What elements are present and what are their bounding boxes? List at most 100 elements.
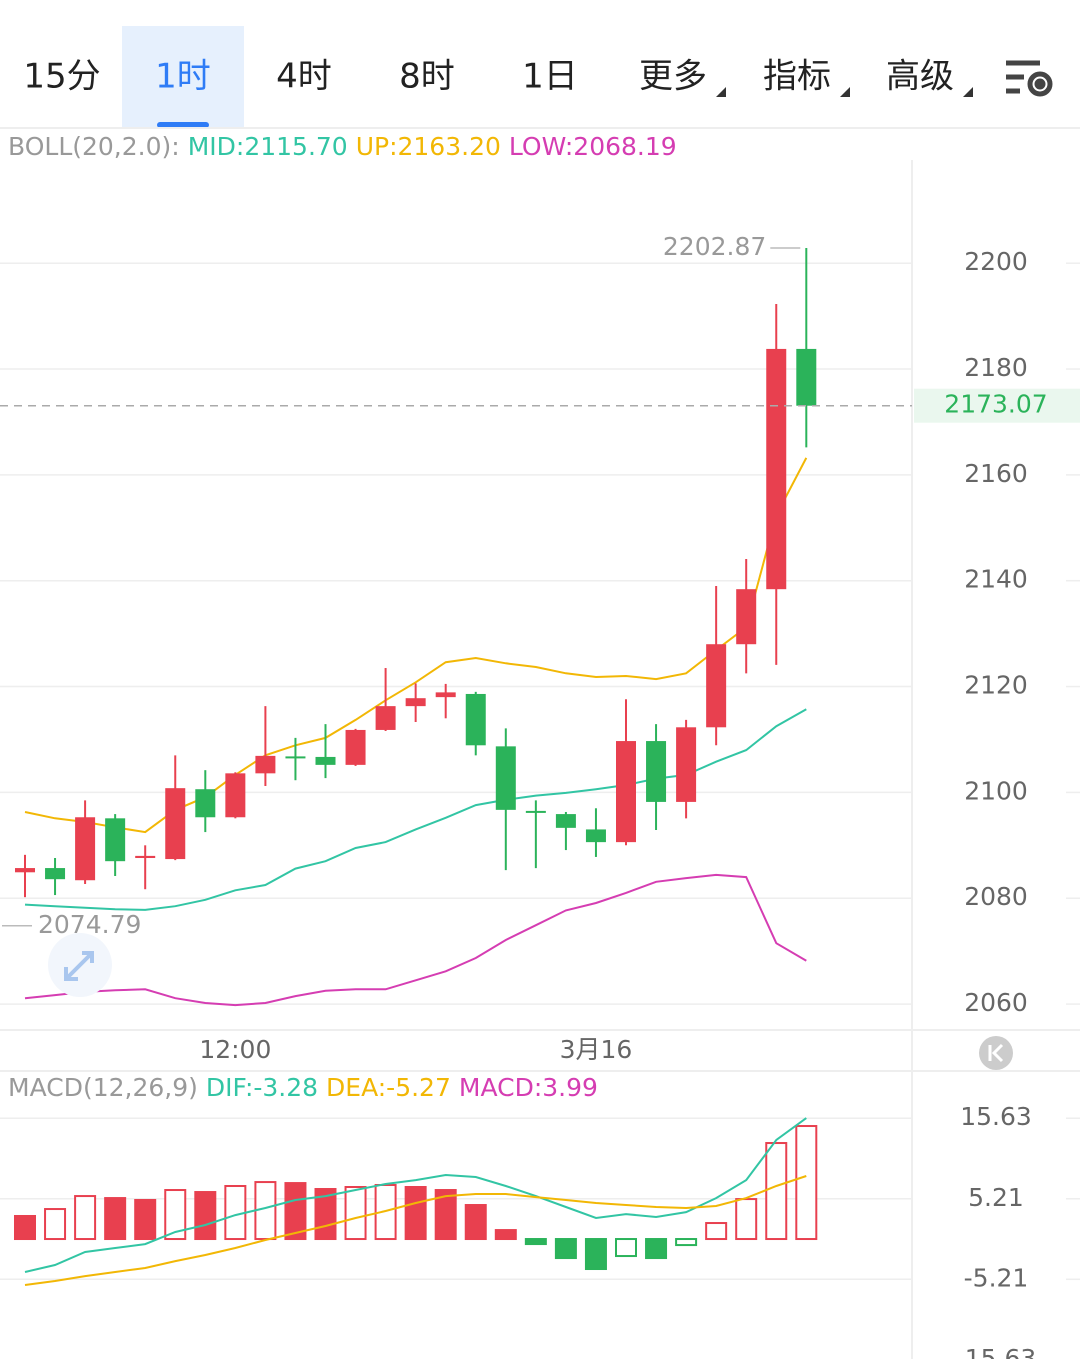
macd-bar <box>134 1198 157 1241</box>
boll-legend: BOLL(20,2.0): MID:2115.70 UP:2163.20 LOW:20… <box>8 132 677 161</box>
macd-bar <box>554 1238 577 1260</box>
candle-body <box>285 756 306 759</box>
legend-entry: DIF:-3.28 <box>206 1073 318 1102</box>
candle-body <box>525 810 546 813</box>
candle-body <box>345 729 366 765</box>
y-tick-label: 2140 <box>964 565 1028 594</box>
last-price-label: 2173.07 <box>944 390 1047 419</box>
boll-line <box>24 873 807 1007</box>
x-tick-label: 12:00 <box>199 1035 271 1064</box>
tab[interactable]: 高级 <box>886 57 954 97</box>
candle-body <box>465 693 486 746</box>
candle-body <box>585 829 606 843</box>
macd-bar <box>645 1238 668 1260</box>
candle-body <box>195 789 216 818</box>
legend-title: BOLL(20,2.0): <box>8 132 180 161</box>
macd-legend: MACD(12,26,9) DIF:-3.28 DEA:-5.27 MACD:3.99 <box>8 1073 598 1102</box>
dropdown-caret <box>963 87 973 97</box>
legend-entry: MACD:3.99 <box>459 1073 598 1102</box>
macd-line <box>24 1117 807 1273</box>
candle-body <box>225 773 246 818</box>
candle-body <box>165 788 186 860</box>
macd-bar <box>464 1204 487 1241</box>
y-tick-label: 2080 <box>964 882 1028 911</box>
dropdown-caret <box>716 87 726 97</box>
last-price-tag <box>914 388 1080 423</box>
macd-bar <box>44 1208 67 1241</box>
expand-icon[interactable] <box>48 933 112 997</box>
x-tick-label: 3月16 <box>560 1035 633 1064</box>
macd-bar <box>765 1142 788 1241</box>
candle-body <box>315 756 336 765</box>
candle-body <box>15 868 35 873</box>
candle-body <box>135 855 156 859</box>
y-tick-label: 2060 <box>964 988 1028 1017</box>
min-label: 2074.79 <box>38 910 141 939</box>
max-label: 2202.87 <box>663 232 766 261</box>
macd-bar <box>524 1238 547 1246</box>
active-tab-indicator <box>157 122 209 128</box>
macd-bar <box>14 1214 36 1241</box>
candle-body <box>796 348 817 406</box>
macd-bar <box>735 1198 758 1241</box>
active-tab-bg <box>122 26 244 128</box>
macd-bar <box>404 1186 427 1241</box>
tab[interactable]: 4时 <box>276 57 332 97</box>
macd-bar <box>434 1189 457 1241</box>
candle-body <box>45 868 66 880</box>
tab[interactable]: 更多 <box>639 57 707 97</box>
y-tick-label: 5.21 <box>968 1183 1024 1212</box>
candle-body <box>75 817 96 881</box>
candle-body <box>616 741 636 843</box>
tab[interactable]: 8时 <box>399 57 455 97</box>
macd-bar <box>494 1229 517 1241</box>
dropdown-caret <box>840 87 850 97</box>
legend-title: MACD(12,26,9) <box>8 1073 198 1102</box>
y-tick-label: 2100 <box>964 776 1028 805</box>
macd-bar <box>194 1191 217 1241</box>
candle-body <box>736 589 757 645</box>
candle-body <box>435 692 456 698</box>
macd-bar <box>795 1125 818 1241</box>
tab[interactable]: 15分 <box>23 57 100 97</box>
y-tick-label: 15.63 <box>960 1102 1032 1131</box>
y-tick-label: -15.63 <box>956 1344 1037 1359</box>
macd-bar <box>584 1238 607 1271</box>
legend-entry: UP:2163.20 <box>356 132 501 161</box>
macd-bar <box>615 1238 637 1258</box>
macd-bar <box>284 1182 307 1241</box>
candle-body <box>255 755 276 774</box>
candle-body <box>706 644 727 728</box>
macd-bar <box>705 1222 728 1241</box>
y-tick-label: 2120 <box>964 671 1028 700</box>
boll-line <box>24 457 808 834</box>
legend-entry: MID:2115.70 <box>188 132 348 161</box>
legend-entry: LOW:2068.19 <box>509 132 677 161</box>
candle-body <box>676 727 697 802</box>
tab[interactable]: 1日 <box>522 57 578 97</box>
macd-bar <box>344 1186 367 1241</box>
candle-body <box>555 814 576 828</box>
candle-body <box>375 706 396 730</box>
macd-line <box>24 1175 807 1286</box>
macd-bar <box>74 1195 97 1241</box>
plot-layer: 2060 2080 2100 2120 2140 2160 2180 2200 12:00 3月1… <box>0 232 1080 1359</box>
y-tick-label: 2180 <box>964 353 1028 382</box>
candle-body <box>495 746 516 810</box>
y-tick-label: 2200 <box>964 247 1028 276</box>
candle-body <box>405 698 426 707</box>
macd-bar <box>675 1238 698 1247</box>
macd-bar <box>104 1197 127 1241</box>
candle-body <box>646 741 667 802</box>
rewind-button[interactable] <box>979 1036 1013 1070</box>
candle-body <box>766 348 787 590</box>
macd-bar <box>164 1189 187 1241</box>
legend-entry: DEA:-5.27 <box>326 1073 451 1102</box>
tab[interactable]: 指标 <box>763 57 831 97</box>
tabs: 15分 1时 4时 8时 1日 更多 指标 高级 <box>23 57 954 97</box>
tab[interactable]: 1时 <box>155 57 211 97</box>
candle-body <box>105 818 126 862</box>
settings-icon[interactable] <box>1006 60 1053 97</box>
